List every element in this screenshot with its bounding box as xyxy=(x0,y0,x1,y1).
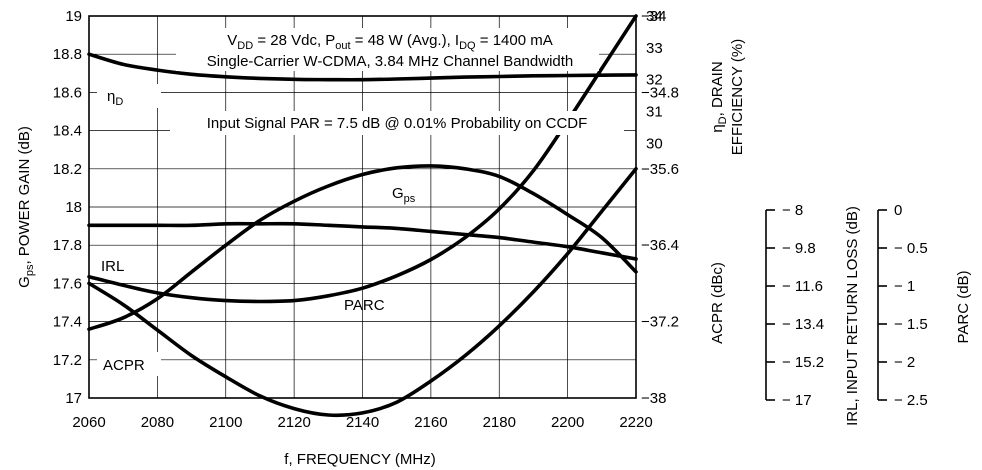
acpr-tick-label-4: −37.2 xyxy=(641,314,679,331)
irl-tick-label-1: − 9.8 xyxy=(782,240,816,257)
acpr-tick-label-5: −38 xyxy=(641,390,666,407)
parc-tick-label-3: − 1.5 xyxy=(894,316,928,333)
gain-tick-label-7: 18.4 xyxy=(53,123,82,140)
irl-tick-label-4: − 15.2 xyxy=(782,354,824,371)
irl-tick-label-0: − 8 xyxy=(782,202,803,219)
gain-tick-label-5: 18 xyxy=(65,199,82,216)
x-tick-label-7: 2200 xyxy=(551,414,584,431)
series-label-irl: IRL xyxy=(101,258,124,275)
gain-tick-label-10: 19 xyxy=(65,8,82,25)
parc-axis-title: PARC (dB) xyxy=(955,270,972,343)
gain-tick-label-4: 17.8 xyxy=(53,237,82,254)
irl-curve xyxy=(87,167,638,418)
x-tick-label-8: 2220 xyxy=(619,414,652,431)
x-tick-label-2: 2100 xyxy=(209,414,242,431)
gain-tick-label-9: 18.8 xyxy=(53,46,82,63)
par-note: Input Signal PAR = 7.5 dB @ 0.01% Probab… xyxy=(207,115,588,132)
series-label-acpr: ACPR xyxy=(103,357,145,374)
efficiency-axis-title-line-1: ηD, DRAIN xyxy=(709,61,729,132)
gain-tick-label-6: 18.2 xyxy=(53,161,82,178)
x-tick-label-5: 2160 xyxy=(414,414,447,431)
irl-axis-title: IRL, INPUT RETURN LOSS (dB) xyxy=(844,206,861,426)
parc-curve xyxy=(87,221,638,261)
gain-tick-labels: 17 17.2 17.4 17.6 17.8 18 18.2 18.4 18.6 18.8 19 xyxy=(53,8,82,407)
gain-tick-label-3: 17.6 xyxy=(53,275,82,292)
efficiency-axis-title-line-2: EFFICIENCY (%) xyxy=(729,39,746,155)
plot-frame xyxy=(88,15,637,399)
irl-tick-label-5: − 17 xyxy=(782,392,812,409)
acpr-tick-label-1: −34.8 xyxy=(641,84,679,101)
acpr-curve xyxy=(87,14,638,304)
parc-axis: 0 − 0.5 − 1 − 1.5 − 2 − 2.5 xyxy=(877,202,928,409)
efficiency-tick-label-1: 31 xyxy=(646,104,663,121)
x-tick-label-4: 2140 xyxy=(346,414,379,431)
x-tick-labels: 2060 2080 2100 2120 2140 2160 2180 2200 2220 xyxy=(72,414,652,431)
series-label-gps: Gps xyxy=(392,185,416,205)
irl-axis: − 8 − 9.8 − 11.6 − 13.4 − 15.2 − 17 xyxy=(765,202,824,409)
acpr-tick-label-0: −34 xyxy=(641,8,666,25)
irl-tick-label-3: − 13.4 xyxy=(782,316,824,333)
efficiency-tick-label-2: 32 xyxy=(646,72,663,89)
acpr-axis-title: ACPR (dBc) xyxy=(709,262,726,344)
series-label-parc: PARC xyxy=(344,297,385,314)
gain-tick-label-8: 18.6 xyxy=(53,84,82,101)
parc-tick-label-1: − 0.5 xyxy=(894,240,928,257)
x-tick-label-1: 2080 xyxy=(141,414,174,431)
x-tick-label-6: 2180 xyxy=(483,414,516,431)
acpr-label-box xyxy=(97,352,161,376)
irl-tick-label-2: − 11.6 xyxy=(782,278,823,295)
parc-tick-label-4: − 2 xyxy=(894,354,915,371)
gain-tick-label-2: 17.4 xyxy=(53,314,82,331)
acpr-tick-labels: −34 −34.8 −35.6 −36.4 −37.2 −38 xyxy=(641,8,679,407)
x-axis-title: f, FREQUENCY (MHz) xyxy=(284,451,435,468)
acpr-tick-label-2: −35.6 xyxy=(641,161,679,178)
gain-tick-label-0: 17 xyxy=(65,390,82,407)
efficiency-tick-label-4: 34 xyxy=(646,8,663,25)
efficiency-tick-label-0: 30 xyxy=(646,135,663,152)
par-note-box xyxy=(170,111,624,135)
efficiency-tick-labels: 30 31 32 33 34 xyxy=(646,8,663,152)
conditions-box xyxy=(176,28,599,71)
efficiency-tick-label-3: 33 xyxy=(646,40,663,57)
x-tick-label-3: 2120 xyxy=(277,414,310,431)
gain-tick-label-1: 17.2 xyxy=(53,352,82,369)
curves xyxy=(87,14,638,418)
gain-axis-title: Gps, POWER GAIN (dB) xyxy=(16,126,36,288)
eta-label-box xyxy=(97,84,161,108)
eta-d-curve xyxy=(87,52,638,82)
parc-tick-label-0: 0 xyxy=(894,202,902,219)
x-tick-label-0: 2060 xyxy=(72,414,105,431)
gps-curve xyxy=(87,164,638,331)
parc-tick-label-5: − 2.5 xyxy=(894,392,928,409)
acpr-tick-label-3: −36.4 xyxy=(641,237,679,254)
conditions-line-2: Single-Carrier W-CDMA, 3.84 MHz Channel … xyxy=(207,53,574,70)
parc-tick-label-2: − 1 xyxy=(894,278,915,295)
